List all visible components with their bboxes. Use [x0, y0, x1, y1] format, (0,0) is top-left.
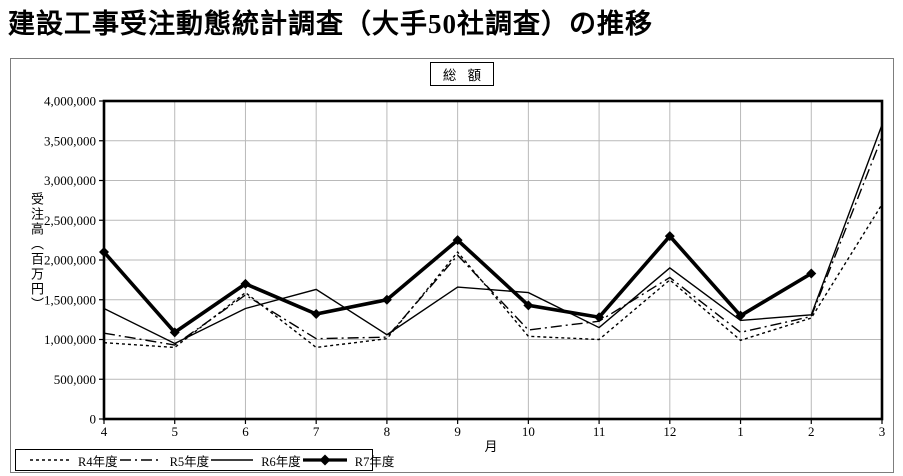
legend-line-dashdot-icon: [119, 459, 162, 461]
x-tick-label: 11: [593, 424, 606, 439]
series-line-R4年度: [103, 203, 883, 349]
x-tick-label: 10: [522, 424, 535, 439]
x-tick-label: 8: [384, 424, 391, 439]
x-axis-title: 月: [484, 439, 498, 454]
x-tick-label: 4: [101, 424, 108, 439]
x-tick-label: 3: [879, 424, 886, 439]
legend-label-r6: R6年度: [261, 454, 301, 469]
x-tick-label: 5: [171, 424, 178, 439]
x-tick-label: 6: [242, 424, 249, 439]
series-marker-diamond-R7年度: [594, 312, 605, 323]
x-tick-label: 1: [737, 424, 744, 439]
y-tick-label: 3,000,000: [44, 173, 96, 188]
x-tick-label: 9: [454, 424, 461, 439]
plot-border: [102, 99, 884, 421]
series-marker-diamond-R7年度: [381, 294, 392, 305]
y-tick-label: 500,000: [54, 372, 96, 387]
y-tick-label: 2,000,000: [44, 253, 96, 268]
series-marker-diamond-R7年度: [169, 327, 180, 338]
y-tick-label: 0: [90, 412, 97, 427]
panel-label-box: 総 額: [430, 62, 494, 86]
legend-label-r5: R5年度: [169, 454, 210, 469]
chart-frame: 0 500,000 1,000,000 1,500,000 2,000,000 2,500…: [10, 58, 894, 473]
legend: R4年度 R5年度 R6年度 R7年度: [15, 449, 394, 471]
series-line-R5年度: [103, 136, 883, 346]
y-tick-label: 3,500,000: [44, 133, 96, 148]
legend-item-r4: R4年度: [28, 451, 118, 470]
y-tick-label: 4,000,000: [44, 94, 96, 109]
legend-line-solid-icon: [211, 459, 254, 461]
legend-item-r7: R7年度: [301, 451, 395, 470]
y-tick-label: 1,000,000: [44, 332, 96, 347]
legend-label-r4: R4年度: [78, 454, 118, 469]
series-marker-diamond-R7年度: [523, 300, 534, 311]
series-line-R6年度: [103, 124, 883, 345]
chart-canvas: 0 500,000 1,000,000 1,500,000 2,000,000 2,500…: [44, 94, 886, 440]
legend-label-r7: R7年度: [354, 454, 395, 469]
panel-label: 総 額: [442, 68, 486, 83]
series-marker-diamond-R7年度: [240, 278, 251, 289]
x-tick-label: 7: [313, 424, 320, 439]
legend-item-r6: R6年度: [209, 451, 301, 470]
y-tick-label: 1,500,000: [44, 292, 96, 307]
series-marker-diamond-R7年度: [806, 268, 817, 279]
series-marker-diamond-R7年度: [664, 231, 675, 242]
legend-line-dotted-icon: [30, 459, 70, 461]
y-axis-title: 受注高（百万円）: [29, 192, 44, 312]
x-tick-label: 12: [663, 424, 676, 439]
y-tick-label: 2,500,000: [44, 213, 96, 228]
series-marker-diamond-R7年度: [311, 309, 322, 320]
series-marker-diamond-R7年度: [735, 310, 746, 321]
page-title: 建設工事受注動態統計調査（大手50社調査）の推移: [8, 9, 653, 39]
legend-line-thick-diamond-icon: [302, 454, 347, 466]
legend-item-r5: R5年度: [118, 451, 210, 470]
series-marker-diamond-R7年度: [452, 235, 463, 246]
x-tick-label: 2: [808, 424, 815, 439]
